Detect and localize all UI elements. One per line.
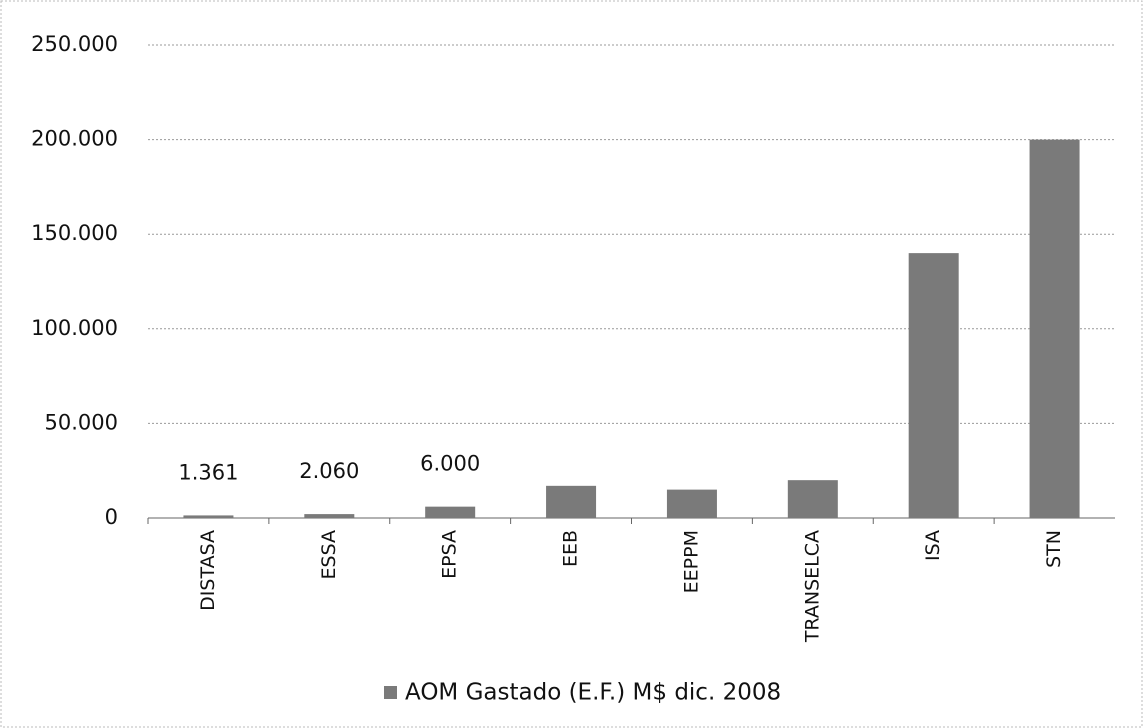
x-tick-label: ESSA: [318, 530, 340, 579]
data-label: 1.361: [178, 460, 238, 484]
y-tick-label: 250.000: [31, 32, 118, 56]
y-tick-label: 100.000: [31, 316, 118, 340]
x-tick-label: EEPPM: [680, 530, 702, 593]
y-tick-label: 200.000: [31, 127, 118, 151]
x-tick-label: EEB: [560, 530, 582, 567]
bar: [787, 480, 838, 518]
x-tick-label: TRANSELCA: [801, 530, 823, 643]
bar: [1029, 139, 1080, 518]
y-tick-label: 150.000: [31, 221, 118, 245]
x-tick-label: DISTASA: [197, 530, 219, 611]
x-tick-label: EPSA: [439, 530, 461, 579]
y-tick-label: 50.000: [45, 410, 118, 434]
bar: [425, 506, 476, 518]
x-tick-label: ISA: [922, 530, 944, 561]
bar: [908, 253, 959, 518]
legend-label: AOM Gastado (E.F.) M$ dic. 2008: [405, 680, 781, 706]
x-tick-label: STN: [1043, 530, 1065, 568]
bar: [183, 515, 234, 518]
bar: [546, 485, 597, 518]
data-label: 2.060: [299, 459, 359, 483]
data-label: 6.000: [420, 452, 480, 476]
legend-swatch: [384, 686, 397, 699]
bar: [666, 489, 717, 518]
y-tick-label: 0: [105, 505, 118, 529]
bar: [304, 514, 355, 518]
